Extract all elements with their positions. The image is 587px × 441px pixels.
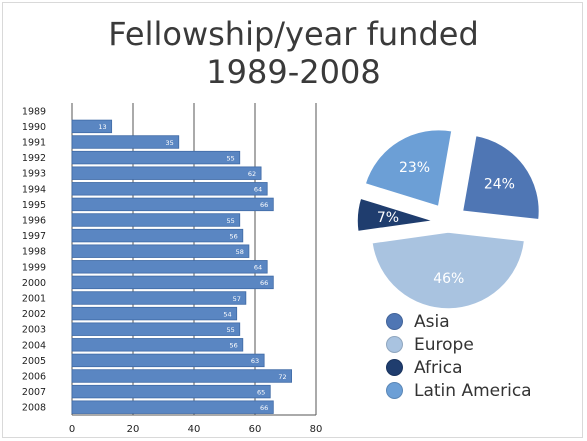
data-label: 58 bbox=[236, 248, 244, 256]
legend-item-europe: Europe bbox=[386, 333, 576, 356]
legend-label: Asia bbox=[414, 311, 450, 332]
data-label: 55 bbox=[226, 326, 234, 334]
data-label: 66 bbox=[260, 201, 268, 209]
pie-label: 7% bbox=[377, 210, 399, 226]
bar bbox=[71, 400, 274, 414]
x-tick-label: 60 bbox=[249, 424, 262, 435]
data-label: 72 bbox=[278, 373, 286, 381]
x-tick-label: 20 bbox=[127, 424, 140, 435]
data-label: 35 bbox=[165, 139, 173, 147]
data-label: 64 bbox=[254, 186, 262, 194]
y-tick-label: 1996 bbox=[22, 216, 46, 227]
y-tick-label: 1999 bbox=[22, 262, 46, 273]
x-tick-label: 80 bbox=[310, 424, 323, 435]
y-tick-label: 2001 bbox=[22, 294, 46, 305]
data-label: 65 bbox=[257, 388, 265, 396]
bar bbox=[71, 182, 268, 196]
data-label: 55 bbox=[226, 217, 234, 225]
pie-slice bbox=[371, 231, 526, 310]
bar bbox=[71, 260, 268, 274]
bar bbox=[71, 135, 180, 149]
bar bbox=[71, 322, 241, 336]
y-tick-label: 1990 bbox=[22, 122, 46, 133]
y-tick-label: 2004 bbox=[22, 340, 46, 351]
y-tick-label: 1994 bbox=[22, 184, 46, 195]
y-tick-label: 1991 bbox=[22, 138, 46, 149]
pie-label: 23% bbox=[399, 160, 430, 176]
x-tick-label: 40 bbox=[188, 424, 201, 435]
legend-swatch bbox=[386, 382, 403, 399]
legend-label: Africa bbox=[414, 357, 463, 378]
legend-swatch bbox=[386, 336, 403, 353]
legend-swatch bbox=[386, 313, 403, 330]
bar bbox=[71, 166, 262, 180]
y-tick-label: 2005 bbox=[22, 356, 46, 367]
bar bbox=[71, 197, 274, 212]
y-tick-label: 1993 bbox=[22, 169, 46, 180]
bar bbox=[71, 213, 241, 227]
bar bbox=[71, 291, 247, 305]
data-label: 62 bbox=[248, 170, 256, 178]
data-label: 54 bbox=[223, 310, 231, 318]
bar bbox=[71, 353, 265, 368]
legend-item-africa: Africa bbox=[386, 356, 576, 379]
legend-item-latin-america: Latin America bbox=[386, 379, 576, 402]
bar bbox=[71, 150, 241, 165]
pie-label: 46% bbox=[433, 271, 464, 287]
data-label: 56 bbox=[230, 342, 238, 350]
y-tick-label: 1995 bbox=[22, 200, 46, 211]
data-label: 64 bbox=[254, 264, 262, 272]
bar bbox=[71, 384, 271, 399]
bar bbox=[71, 275, 274, 290]
x-tick-label: 0 bbox=[69, 424, 75, 435]
data-label: 13 bbox=[98, 123, 106, 131]
chart-title: Fellowship/year funded bbox=[108, 15, 479, 53]
y-tick-label: 2002 bbox=[22, 309, 46, 320]
data-label: 63 bbox=[251, 357, 259, 365]
pie-slice bbox=[461, 134, 541, 221]
y-tick-label: 2003 bbox=[22, 325, 46, 336]
pie-slice bbox=[356, 197, 435, 233]
data-label: 57 bbox=[233, 295, 241, 303]
pie-label: 24% bbox=[484, 177, 515, 193]
bar bbox=[71, 306, 238, 321]
data-label: 55 bbox=[226, 154, 234, 162]
legend-swatch bbox=[386, 359, 403, 376]
legend-label: Latin America bbox=[414, 380, 532, 401]
legend-item-asia: Asia bbox=[386, 310, 576, 333]
bar bbox=[71, 228, 244, 243]
pie-legend: Asia Europe Africa Latin America bbox=[386, 310, 576, 402]
y-tick-label: 2006 bbox=[22, 372, 46, 383]
legend-label: Europe bbox=[414, 334, 474, 355]
data-label: 56 bbox=[230, 232, 238, 240]
chart-subtitle: 1989-2008 bbox=[206, 53, 381, 91]
y-tick-label: 1989 bbox=[22, 106, 46, 117]
y-tick-label: 1998 bbox=[22, 247, 46, 258]
y-tick-label: 1997 bbox=[22, 231, 46, 242]
y-tick-label: 2000 bbox=[22, 278, 46, 289]
bar bbox=[71, 338, 244, 352]
y-tick-label: 1992 bbox=[22, 153, 46, 164]
data-label: 66 bbox=[260, 404, 268, 412]
bar bbox=[71, 244, 250, 258]
data-label: 66 bbox=[260, 279, 268, 287]
pie-slice bbox=[364, 128, 453, 208]
y-tick-label: 2007 bbox=[22, 387, 46, 398]
bar bbox=[71, 119, 113, 134]
y-tick-label: 2008 bbox=[22, 403, 46, 414]
bar bbox=[71, 369, 293, 383]
